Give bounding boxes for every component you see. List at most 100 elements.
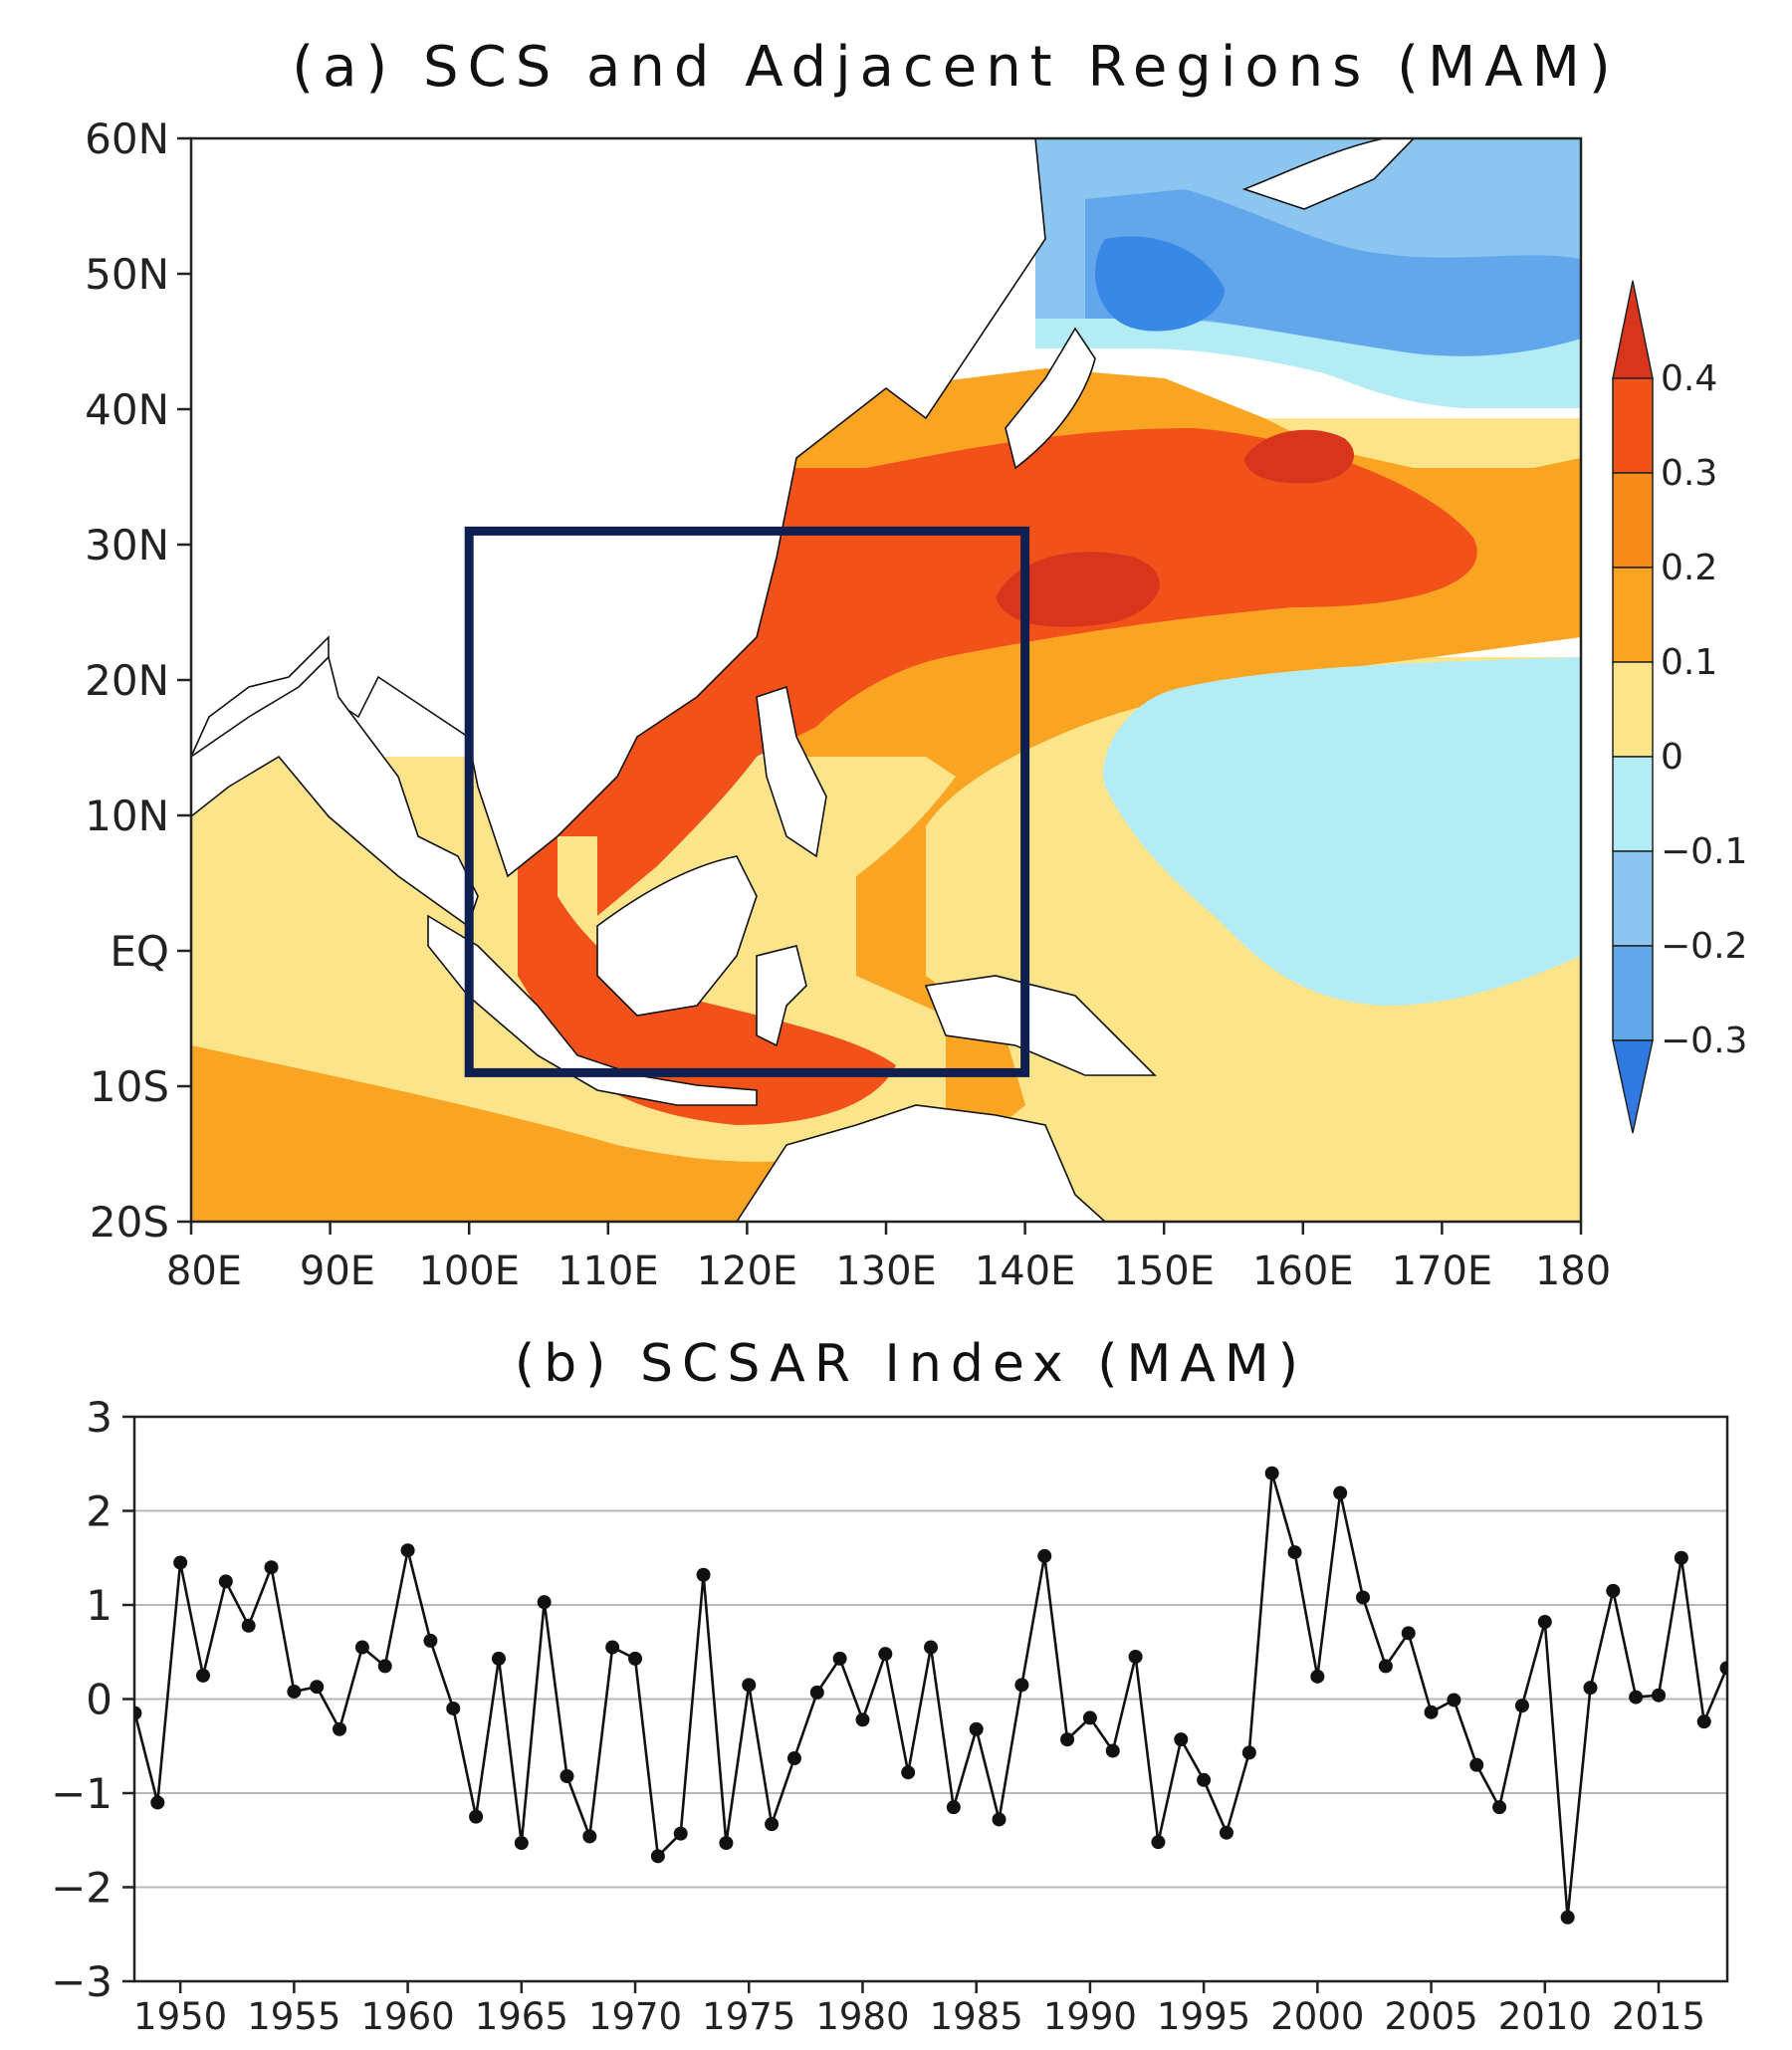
map-xlabel-150e: 150E [1113, 1249, 1215, 1294]
ts-point [377, 1659, 392, 1674]
ts-point [1333, 1485, 1348, 1500]
land-borneo [596, 855, 758, 1017]
ts-point [400, 1543, 415, 1558]
land-sulawesi [756, 945, 807, 1047]
map-x-labels: 80E 90E 100E 110E 120E 130E 140E 150E 16… [166, 1249, 1611, 1294]
contour-0.3-to-0.4 [996, 429, 1354, 627]
ts-point [1197, 1772, 1212, 1787]
ts-point [605, 1640, 620, 1655]
map-xlabel-140e: 140E [975, 1249, 1076, 1294]
ts-point [1287, 1545, 1302, 1560]
ts-point [469, 1809, 484, 1824]
ts-point [969, 1721, 984, 1736]
colorbar-swatch-0.3-0.4 [1612, 377, 1654, 474]
ts-point [537, 1595, 552, 1610]
map-xlabel-80e: 80E [166, 1249, 242, 1294]
ts-point [150, 1795, 165, 1810]
ts-point [514, 1836, 529, 1851]
ts-ylabel: 1 [86, 1581, 112, 1630]
ts-xlabel: 1980 [815, 1995, 909, 2038]
land-masses [191, 138, 1416, 1222]
colorbar-label: 0.4 [1661, 358, 1717, 399]
ts-point [946, 1800, 961, 1815]
ts-point [1060, 1732, 1075, 1747]
ts-point [1401, 1626, 1416, 1641]
ts-point [1674, 1550, 1688, 1565]
map-y-axis [177, 136, 191, 1224]
map-x-axis [189, 1222, 1583, 1235]
map-ylabel-10s: 10S [90, 1062, 169, 1111]
land-kamchatka [1241, 138, 1416, 210]
map-xlabel-130e: 130E [835, 1249, 937, 1294]
ts-point [1014, 1678, 1029, 1693]
ts-point [173, 1555, 188, 1570]
colorbar-labels: 0.4 0.3 0.2 0.1 0 −0.1 −0.2 −0.3 [1661, 358, 1747, 1061]
ts-point [1241, 1745, 1256, 1760]
ts-point [696, 1567, 711, 1582]
ts-point [423, 1633, 438, 1648]
ts-point [446, 1701, 461, 1715]
map-xlabel-160e: 160E [1252, 1249, 1354, 1294]
land-eurasia [191, 138, 1046, 878]
ts-ylabel: 2 [86, 1487, 112, 1536]
ts-point [924, 1640, 938, 1655]
ts-point [560, 1768, 574, 1783]
ts-series-line [134, 1473, 1727, 1918]
ts-point [1606, 1583, 1621, 1598]
ts-point [310, 1680, 325, 1695]
ts-point [765, 1817, 780, 1832]
ts-xlabel: 1950 [133, 1995, 227, 2038]
map-ylabel-40n: 40N [85, 385, 169, 434]
ts-point [1174, 1732, 1189, 1747]
ts-point [855, 1712, 870, 1727]
panel-b-title: (b) SCSAR Index (MAM) [515, 1334, 1307, 1394]
ts-point [1629, 1690, 1644, 1705]
ts-point [1082, 1710, 1097, 1725]
ts-x-axis: 1950 1955 1960 1965 1970 1975 1980 1985 1990 1995… [133, 1981, 1705, 2038]
ts-xlabel: 1960 [361, 1995, 455, 2038]
ts-point [241, 1618, 256, 1633]
ts-xlabel: 2005 [1384, 1995, 1477, 2038]
map-xlabel-180: 180 [1535, 1249, 1611, 1294]
ts-point [1696, 1714, 1711, 1729]
ts-point [628, 1651, 643, 1666]
ts-point [832, 1651, 847, 1666]
colorbar-swatch-neg0.3-neg0.2 [1612, 945, 1654, 1041]
map-xlabel-100e: 100E [418, 1249, 520, 1294]
panel-a-title: (a) SCS and Adjacent Regions (MAM) [292, 35, 1620, 100]
ts-point [650, 1849, 665, 1864]
ts-point [1469, 1757, 1484, 1772]
map-xlabel-170e: 170E [1392, 1249, 1493, 1294]
colorbar-swatch-0.2-0.3 [1612, 472, 1654, 569]
land-australia [736, 1104, 1107, 1222]
map-xlabel-120e: 120E [697, 1249, 798, 1294]
map-ylabel-60n: 60N [85, 114, 169, 163]
map-ylabel-30n: 30N [85, 521, 169, 569]
ts-point [901, 1765, 916, 1780]
map-y-labels: 60N 50N 40N 30N 20N 10N EQ 10S 20S [85, 114, 169, 1247]
ts-point [1514, 1699, 1529, 1713]
map-ylabel-10n: 10N [85, 792, 169, 840]
ts-point [333, 1721, 347, 1736]
ts-point [287, 1684, 302, 1699]
ts-point [218, 1574, 233, 1589]
colorbar-swatch-0.1-0.2 [1612, 567, 1654, 663]
ts-point [878, 1647, 893, 1662]
colorbar-label: 0.1 [1661, 642, 1717, 683]
ts-xlabel: 1970 [588, 1995, 682, 2038]
colorbar-swatch-0-0.1 [1612, 661, 1654, 758]
ts-y-axis: 3 2 1 0 −1 −2 −3 [51, 1393, 134, 2006]
ts-point [809, 1685, 824, 1700]
ts-xlabel: 2010 [1498, 1995, 1592, 2038]
ts-point [1447, 1693, 1461, 1708]
ts-point [992, 1812, 1007, 1827]
ts-xlabel: 2000 [1270, 1995, 1364, 2038]
ts-xlabel: 1985 [930, 1995, 1023, 2038]
region-box [464, 526, 1030, 1077]
ts-point [1378, 1659, 1393, 1674]
ts-point [1652, 1688, 1667, 1703]
ts-point [1583, 1681, 1598, 1696]
colorbar-label: −0.3 [1661, 1021, 1747, 1061]
ts-ylabel: −3 [51, 1957, 112, 2006]
contour-neg-east [1103, 657, 1581, 1006]
